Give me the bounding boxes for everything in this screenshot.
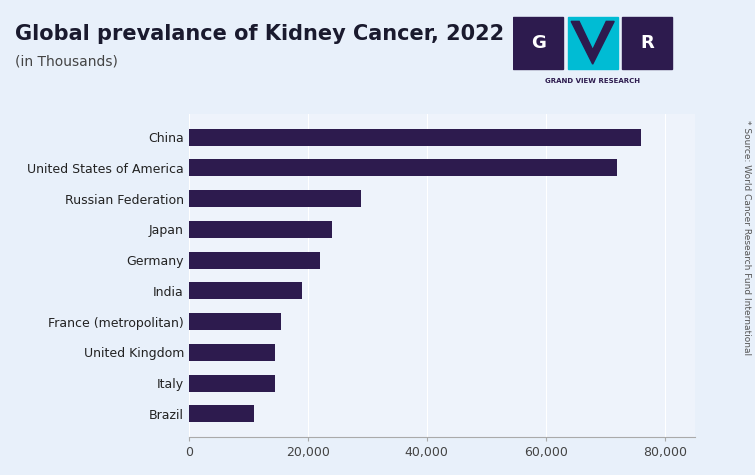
Bar [568,17,618,69]
Bar [189,221,331,238]
Text: (in Thousands): (in Thousands) [15,55,118,68]
Text: R: R [640,34,654,52]
Bar [189,283,302,299]
Bar [189,160,618,176]
Bar [622,17,672,69]
Bar [189,375,275,391]
Text: G: G [531,34,546,52]
Text: * Source: World Cancer Research Fund International: * Source: World Cancer Research Fund Int… [742,120,751,355]
Bar [189,405,254,422]
Bar [189,252,319,268]
Bar [189,313,281,330]
Bar [189,129,641,146]
Text: GRAND VIEW RESEARCH: GRAND VIEW RESEARCH [545,78,640,84]
Bar [513,17,563,69]
Text: Global prevalance of Kidney Cancer, 2022: Global prevalance of Kidney Cancer, 2022 [15,24,504,44]
Bar [189,190,362,207]
Polygon shape [572,21,615,64]
Bar [189,344,275,361]
